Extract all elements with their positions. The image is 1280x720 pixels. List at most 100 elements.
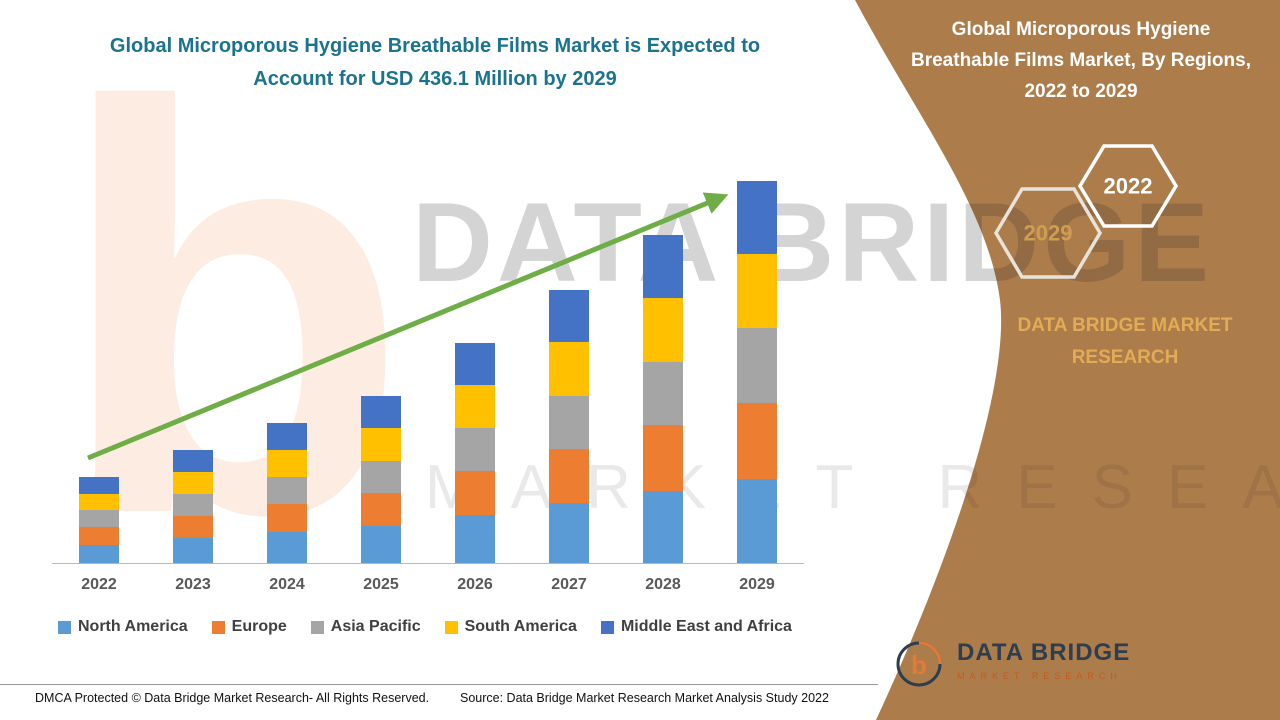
footer-divider (0, 684, 878, 685)
segment-2023-north-america (173, 538, 213, 563)
segment-2027-north-america (549, 503, 589, 563)
segment-2027-middle-east-and-africa (549, 289, 589, 343)
stacked-bar-2028 (643, 235, 683, 563)
logo-ring-accent (918, 641, 942, 665)
logo-monogram: b (911, 650, 927, 680)
panel-title-line1: Global Microporous Hygiene (951, 19, 1211, 40)
segment-2023-south-america (173, 471, 213, 494)
segment-2024-middle-east-and-africa (267, 422, 307, 450)
source-note: Source: Data Bridge Market Research Mark… (460, 691, 829, 705)
segment-2028-middle-east-and-africa (643, 235, 683, 298)
segment-2022-europe (79, 527, 119, 545)
segment-2029-europe (737, 402, 777, 479)
segment-2027-europe (549, 449, 589, 504)
segment-2028-north-america (643, 491, 683, 563)
page-title-line2: Account for USD 436.1 Million by 2029 (253, 68, 617, 90)
legend-label: Middle East and Africa (620, 618, 792, 635)
x-axis-label-2025: 2025 (363, 576, 399, 593)
segment-2028-asia-pacific (643, 361, 683, 426)
page-title-line1: Global Microporous Hygiene Breathable Fi… (109, 35, 761, 57)
x-axis-label-2029: 2029 (739, 576, 775, 593)
brand-logo-icon: b (896, 641, 942, 687)
legend-label: Asia Pacific (330, 618, 421, 635)
segment-2027-south-america (549, 342, 589, 396)
x-axis-label-2028: 2028 (645, 576, 681, 593)
stacked-bar-2026 (455, 343, 495, 563)
plot-area (52, 160, 804, 564)
legend-swatch (444, 620, 458, 634)
bar-slot-2023 (146, 160, 240, 563)
segment-2023-asia-pacific (173, 493, 213, 516)
legend-label: South America (464, 618, 577, 635)
legend-label: North America (78, 618, 188, 635)
bar-slot-2024 (240, 160, 334, 563)
legend-swatch (58, 620, 71, 634)
segment-2025-south-america (361, 428, 401, 461)
panel-title: Global Microporous Hygiene Breathable Fi… (881, 14, 1280, 107)
segment-2027-asia-pacific (549, 395, 589, 450)
segment-2024-north-america (267, 532, 307, 563)
segment-2025-north-america (361, 526, 401, 563)
x-axis-label-2022: 2022 (81, 576, 117, 593)
segment-2026-south-america (455, 385, 495, 429)
segment-2023-middle-east-and-africa (173, 450, 213, 472)
legend-swatch (600, 620, 614, 634)
segment-2023-europe (173, 515, 213, 539)
legend-item-middle-east-and-africa: Middle East and Africa (600, 618, 792, 636)
stacked-bar-2022 (79, 477, 119, 563)
segment-2026-asia-pacific (455, 428, 495, 472)
segment-2029-south-america (737, 253, 777, 329)
segment-2028-south-america (643, 297, 683, 362)
brand-logo-subtitle: MARKET RESEARCH (957, 671, 1122, 681)
x-axis-labels: 2022 2023 2024 2025 2026 2027 2028 2029 (52, 576, 804, 594)
stacked-bar-2024 (267, 422, 307, 563)
legend-item-europe: Europe (211, 618, 287, 636)
stacked-bar-2023 (173, 450, 213, 563)
legend-swatch (310, 620, 324, 634)
x-axis-label-2024: 2024 (269, 576, 305, 593)
bar-slot-2028 (616, 160, 710, 563)
segment-2024-asia-pacific (267, 477, 307, 505)
x-axis-label-2026: 2026 (457, 576, 493, 593)
segment-2025-europe (361, 492, 401, 527)
page-title: Global Microporous Hygiene Breathable Fi… (45, 30, 825, 96)
bar-slot-2025 (334, 160, 428, 563)
brand-logo-text: DATA BRIDGE MARKET RESEARCH (957, 638, 1130, 681)
segment-2024-south-america (267, 450, 307, 478)
legend-swatch (211, 620, 225, 634)
segment-2028-europe (643, 425, 683, 492)
legend-item-south-america: South America (444, 618, 577, 636)
dmca-notice: DMCA Protected © Data Bridge Market Rese… (35, 691, 430, 705)
x-axis-label-2023: 2023 (175, 576, 211, 593)
panel-brand-text: DATA BRIDGE MARKET RESEARCH (1017, 315, 1233, 368)
chart-legend: North America Europe Asia Pacific South Ame… (58, 618, 792, 636)
panel-title-line2: Breathable Films Market, By Regions, (911, 50, 1251, 71)
stacked-bar-2025 (361, 395, 401, 563)
segment-2026-middle-east-and-africa (455, 343, 495, 386)
segment-2022-south-america (79, 493, 119, 511)
x-axis-label-2027: 2027 (551, 576, 587, 593)
bar-slot-2022 (52, 160, 146, 563)
bar-slot-2026 (428, 160, 522, 563)
stacked-bar-2027 (549, 289, 589, 563)
legend-item-asia-pacific: Asia Pacific (310, 618, 421, 636)
stacked-bar-2029 (737, 180, 777, 563)
brand-logo-title: DATA BRIDGE (957, 639, 1131, 666)
segment-2029-asia-pacific (737, 328, 777, 403)
segment-2029-middle-east-and-africa (737, 180, 777, 254)
segment-2029-north-america (737, 478, 777, 563)
legend-item-north-america: North America (58, 618, 188, 636)
bar-slot-2029 (710, 160, 804, 563)
segment-2026-north-america (455, 514, 495, 563)
legend-label: Europe (231, 618, 287, 635)
segment-2026-europe (455, 471, 495, 515)
segment-2024-europe (267, 504, 307, 533)
segment-2022-north-america (79, 544, 119, 563)
segment-2025-middle-east-and-africa (361, 395, 401, 429)
panel-title-line3: 2022 to 2029 (1024, 81, 1138, 102)
segment-2022-asia-pacific (79, 510, 119, 528)
bar-slot-2027 (522, 160, 616, 563)
segment-2022-middle-east-and-africa (79, 477, 119, 494)
segment-2025-asia-pacific (361, 460, 401, 493)
